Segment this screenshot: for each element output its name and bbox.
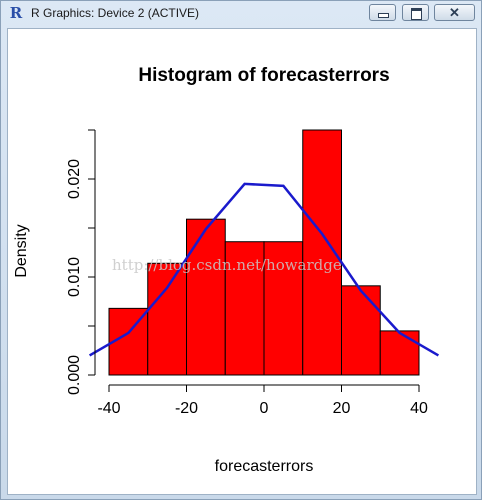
histogram-bar [186,218,226,376]
window-title: R Graphics: Device 2 (ACTIVE) [31,6,200,20]
x-axis-label: forecasterrors [215,458,314,475]
watermark-text: http://blog.csdn.net/howardge [112,256,342,274]
y-axis-label: Density [13,224,30,277]
close-button[interactable]: ✕ [434,4,475,21]
y-axis: 0.000 0.010 0.020 [66,129,96,395]
x-tick-label: -40 [97,400,120,417]
x-tick-label: 20 [333,400,351,417]
x-tick-label: 40 [410,400,428,417]
maximize-icon [411,8,422,20]
r-app-icon: R [9,4,23,22]
y-tick-label: 0.000 [66,355,83,395]
histogram-bars [108,129,420,376]
y-tick-label: 0.020 [66,159,83,199]
x-tick-label: 0 [260,400,269,417]
chart-title: Histogram of forecasterrors [138,65,389,86]
graphics-canvas: Histogram of forecasterrors -40 -20 0 20 40 … [7,28,477,495]
title-bar[interactable]: R R Graphics: Device 2 (ACTIVE) ✕ [1,1,481,27]
histogram-bar [379,330,420,376]
y-tick-label: 0.010 [66,257,83,297]
x-axis: -40 -20 0 20 40 [97,384,428,417]
minimize-button[interactable] [369,4,396,21]
histogram-bar [147,262,187,376]
close-icon: ✕ [449,5,460,20]
minimize-icon [378,13,389,18]
x-tick-label: -20 [175,400,198,417]
histogram-plot: Histogram of forecasterrors -40 -20 0 20 40 … [13,65,440,475]
normal-density-curve [88,182,440,357]
histogram-bar [263,241,304,376]
histogram-bar [341,285,381,376]
density-curve-layer [88,182,440,357]
maximize-button[interactable] [402,4,429,21]
